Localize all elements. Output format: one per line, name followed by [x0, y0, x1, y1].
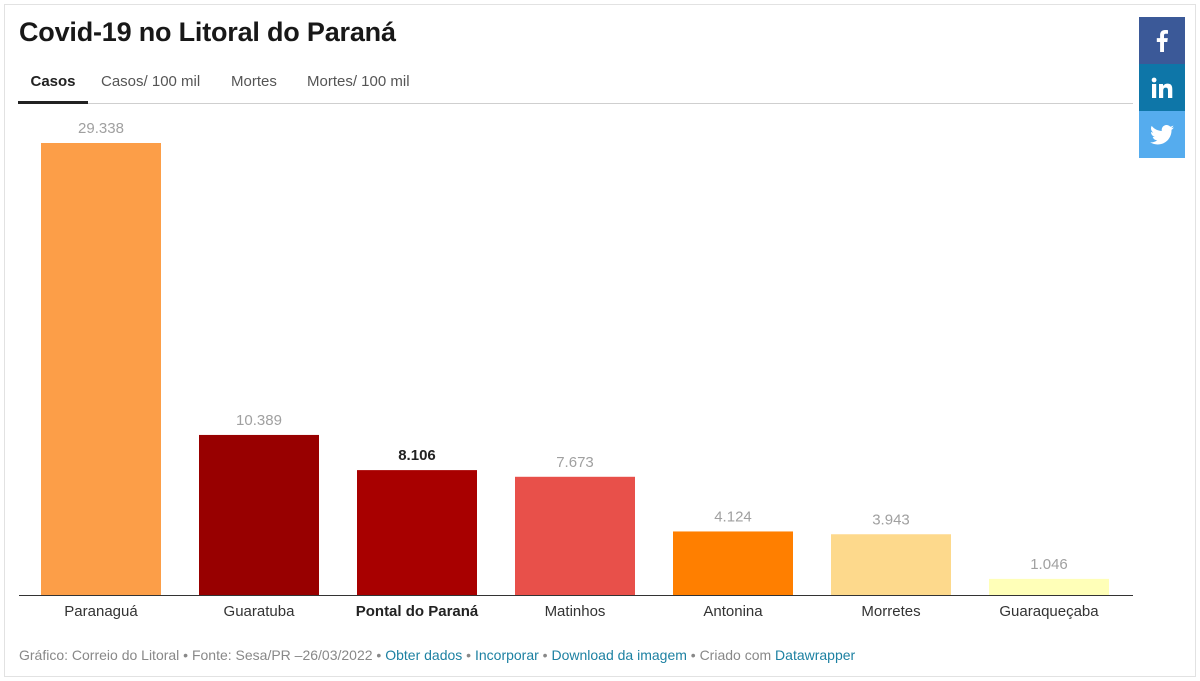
- tab-casos-100-mil[interactable]: Casos/ 100 mil: [101, 73, 201, 90]
- download-image-link[interactable]: Download da imagem: [551, 647, 687, 663]
- category-label: Antonina: [703, 603, 763, 620]
- get-data-link[interactable]: Obter dados: [385, 647, 463, 663]
- footer-separator: •: [462, 647, 475, 663]
- footer-source: Gráfico: Correio do Litoral • Fonte: Ses…: [19, 647, 386, 663]
- category-label: Pontal do Paraná: [356, 603, 479, 620]
- chart-footer: Gráfico: Correio do Litoral • Fonte: Ses…: [19, 647, 855, 663]
- embed-link[interactable]: Incorporar: [474, 647, 539, 663]
- category-label: Paranaguá: [64, 603, 138, 620]
- bar-0[interactable]: [41, 143, 161, 595]
- linkedin-share-button[interactable]: [1139, 64, 1185, 111]
- category-label: Morretes: [861, 603, 920, 620]
- bar-2[interactable]: [357, 470, 477, 595]
- footer-created-with: • Criado com: [686, 647, 776, 663]
- category-label: Matinhos: [545, 603, 606, 620]
- tab-casos[interactable]: Casos: [18, 62, 88, 104]
- tab-mortes[interactable]: Mortes: [231, 73, 277, 90]
- tab-mortes-100-mil[interactable]: Mortes/ 100 mil: [307, 73, 410, 90]
- facebook-icon: [1156, 29, 1168, 52]
- bar-1[interactable]: [199, 434, 319, 595]
- bar-value-label: 4.124: [714, 508, 752, 525]
- facebook-share-button[interactable]: [1139, 17, 1185, 64]
- bar-value-label: 10.389: [236, 412, 282, 429]
- bar-value-label: 7.673: [556, 454, 594, 471]
- bar-5[interactable]: [831, 534, 951, 595]
- bar-4[interactable]: [673, 531, 793, 595]
- metric-tabs: Casos Casos/ 100 mil Mortes Mortes/ 100 …: [18, 62, 1133, 104]
- bar-value-label: 1.046: [1030, 556, 1068, 573]
- datawrapper-link[interactable]: Datawrapper: [775, 647, 856, 663]
- chart-title: Covid-19 no Litoral do Paraná: [19, 17, 396, 47]
- bar-6[interactable]: [989, 578, 1109, 595]
- twitter-icon: [1150, 124, 1174, 144]
- category-label: Guaraqueçaba: [999, 603, 1099, 620]
- twitter-share-button[interactable]: [1139, 111, 1185, 158]
- footer-separator: •: [538, 647, 552, 663]
- bars-group: 29.338 Paranaguá 10.389 Guaratuba 8.106 Ponta…: [41, 120, 1109, 620]
- bar-value-label: 3.943: [872, 511, 910, 528]
- linkedin-icon: [1151, 77, 1173, 98]
- bar-value-label: 29.338: [78, 120, 124, 137]
- bar-value-label: 8.106: [398, 447, 436, 464]
- social-share-bar: [1139, 17, 1185, 158]
- chart-frame: [4, 4, 1196, 677]
- category-label: Guaratuba: [224, 603, 296, 620]
- bar-3[interactable]: [515, 476, 635, 595]
